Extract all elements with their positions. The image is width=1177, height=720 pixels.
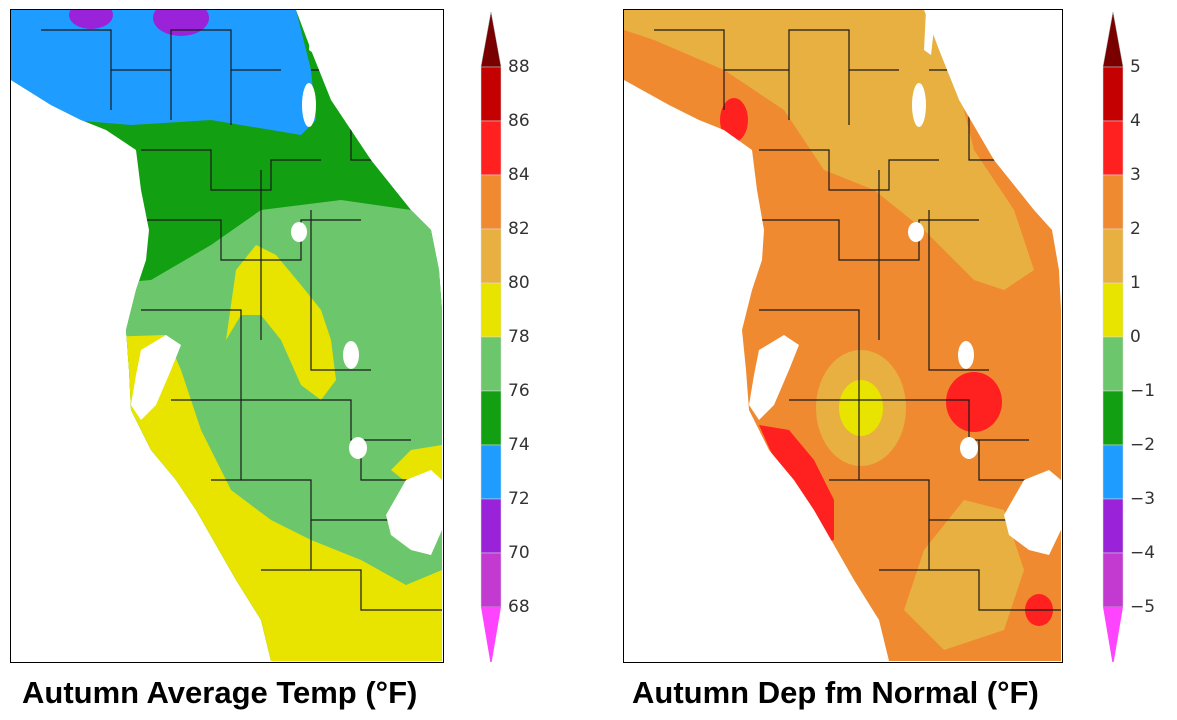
zone-1-2 — [904, 500, 1024, 650]
departure-map — [623, 9, 1063, 663]
colorbar-tick-label: 2 — [1130, 219, 1141, 239]
colorbar-bottom-arrow — [481, 607, 501, 662]
colorbar-segment — [480, 390, 502, 446]
lake — [349, 437, 367, 459]
colorbar-tick-label: 0 — [1130, 327, 1141, 347]
colorbar-segment — [1102, 552, 1124, 608]
colorbar-tick-label: 78 — [508, 327, 530, 347]
colorbar-segment — [1102, 498, 1124, 554]
river — [309, 10, 321, 55]
colorbar-tick-label: 4 — [1130, 111, 1141, 131]
colorbar-tick-label: 3 — [1130, 165, 1141, 185]
colorbar-segment — [1102, 336, 1124, 392]
county-lines — [654, 29, 1061, 611]
lake — [291, 222, 307, 242]
colorbar-segment — [480, 336, 502, 392]
colorbar-tick-label: 74 — [508, 435, 530, 455]
zone-0-1 — [839, 380, 883, 436]
colorbar-segment — [1102, 444, 1124, 500]
colorbar-segment — [480, 120, 502, 176]
temperature-map-canvas — [11, 10, 442, 661]
colorbar-strip — [1102, 12, 1124, 662]
colorbar-tick-label: −2 — [1130, 435, 1156, 455]
colorbar-tick-label: 88 — [508, 57, 530, 77]
zone-70-72 — [153, 10, 209, 36]
colorbar-segment — [480, 498, 502, 554]
colorbar-tick-label: 5 — [1130, 57, 1141, 77]
colorbar-segment — [1102, 174, 1124, 230]
colorbar-bottom-arrow — [1103, 607, 1123, 662]
colorbar-segment — [480, 228, 502, 284]
lake-okeechobee — [1004, 470, 1061, 555]
lake — [960, 437, 978, 459]
colorbar-segment — [1102, 66, 1124, 122]
colorbar-tick-label: 82 — [508, 219, 530, 239]
map-title: Autumn Average Temp (°F) — [22, 675, 418, 710]
colorbar: 5 4 3 2 1 0 −1 −2 −3 −4 −5 — [1100, 12, 1170, 662]
colorbar-segment — [480, 66, 502, 122]
colorbar-segment — [1102, 390, 1124, 446]
lake — [912, 83, 926, 127]
colorbar-segment — [1102, 120, 1124, 176]
zone-3-4 — [934, 10, 979, 55]
colorbar-segment — [1102, 282, 1124, 338]
colorbar-tick-label: −4 — [1130, 543, 1156, 563]
temperature-map — [10, 9, 444, 663]
tampa-bay — [131, 335, 181, 420]
colorbar-tick-label: −5 — [1130, 597, 1156, 617]
zone-70-72 — [69, 10, 113, 29]
colorbar-tick-label: 76 — [508, 381, 530, 401]
lake — [908, 222, 924, 242]
colorbar-segment — [480, 282, 502, 338]
river — [924, 10, 936, 55]
zone-3-4 — [946, 372, 1002, 432]
colorbar-tick-label: −3 — [1130, 489, 1156, 509]
departure-map-canvas — [624, 10, 1061, 661]
colorbar: 88 86 84 82 80 78 76 74 72 70 68 — [478, 12, 548, 662]
lake — [958, 341, 974, 369]
water-bodies — [749, 10, 1061, 555]
colorbar-tick-label: 70 — [508, 543, 530, 563]
colorbar-segment — [480, 444, 502, 500]
colorbar-top-arrow — [1102, 12, 1124, 68]
zone-3-4 — [720, 98, 748, 142]
colorbar-top-arrow — [480, 12, 502, 68]
county-lines — [41, 29, 442, 611]
colorbar-tick-label: 68 — [508, 597, 530, 617]
colorbar-tick-label: 84 — [508, 165, 530, 185]
lake — [302, 83, 316, 127]
zone-78-80 — [226, 245, 336, 400]
colorbar-segment — [480, 174, 502, 230]
water-bodies — [131, 10, 442, 555]
lake-okeechobee — [386, 470, 442, 555]
colorbar-tick-label: 86 — [508, 111, 530, 131]
colorbar-segment — [480, 552, 502, 608]
colorbar-tick-label: 1 — [1130, 273, 1141, 293]
colorbar-strip — [480, 12, 502, 662]
colorbar-segment — [1102, 228, 1124, 284]
colorbar-tick-label: 80 — [508, 273, 530, 293]
colorbar-tick-label: 72 — [508, 489, 530, 509]
lake — [343, 341, 359, 369]
zone-72-74 — [11, 10, 316, 135]
colorbar-tick-label: −1 — [1130, 381, 1156, 401]
map-title: Autumn Dep fm Normal (°F) — [632, 675, 1039, 710]
tampa-bay — [749, 335, 799, 420]
